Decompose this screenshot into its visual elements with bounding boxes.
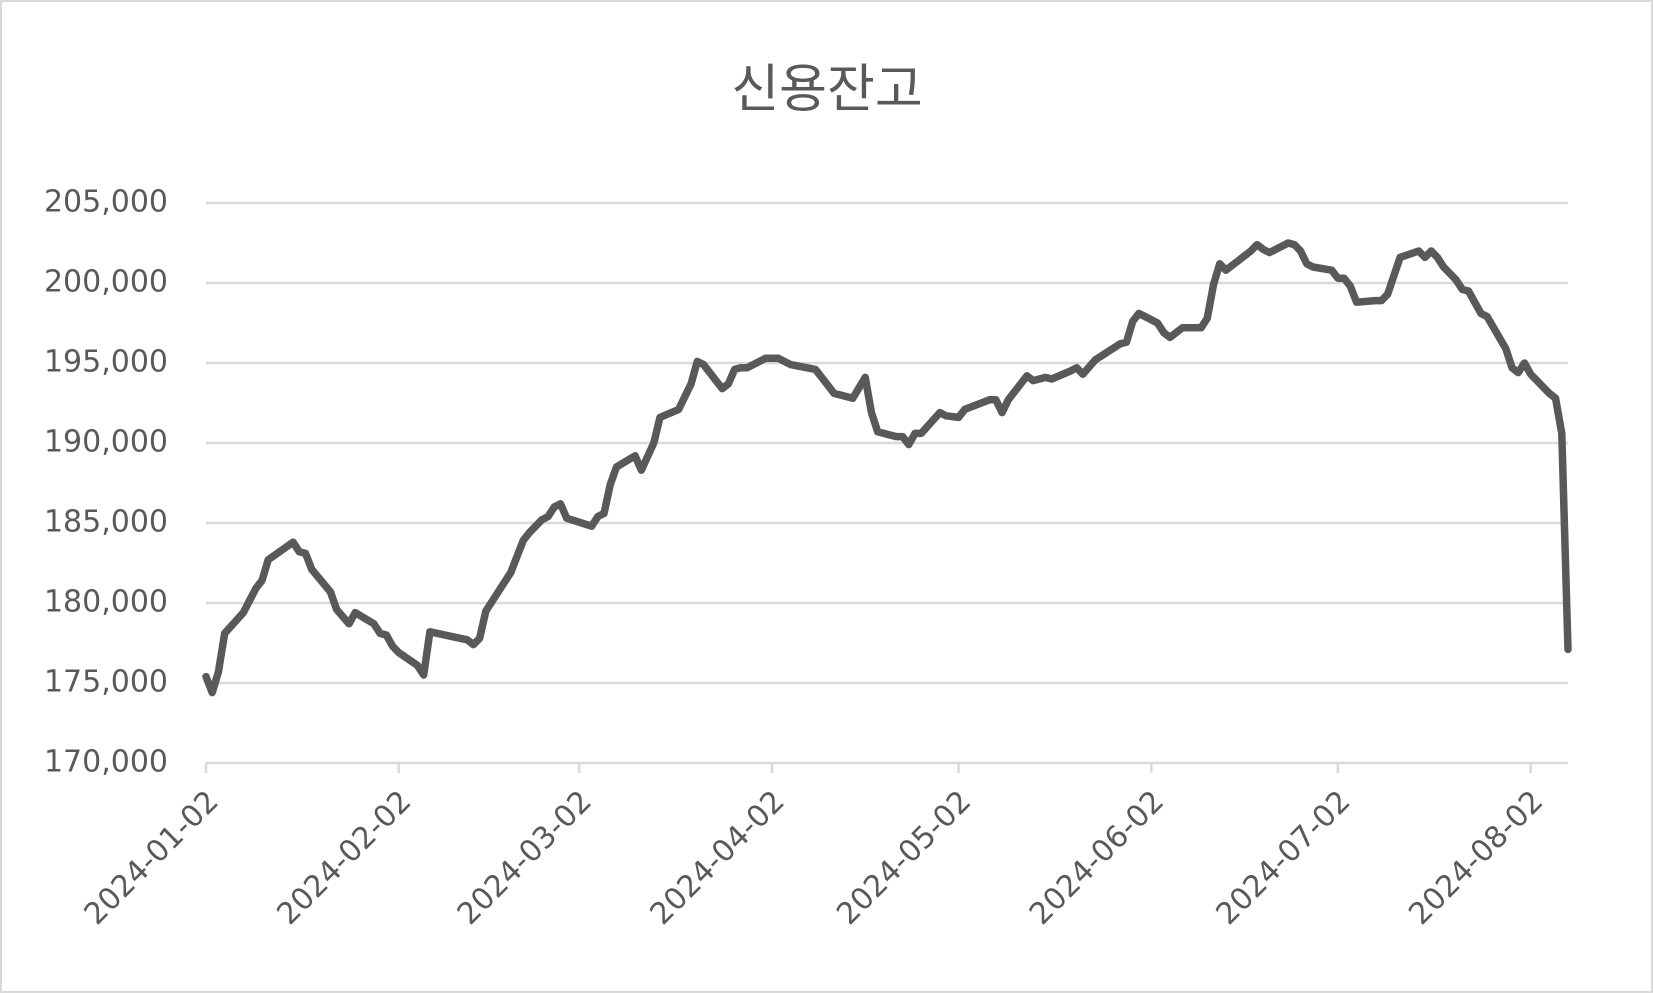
y-tick-label: 185,000	[44, 505, 168, 540]
y-tick-label: 170,000	[44, 745, 168, 780]
y-tick-label: 180,000	[44, 585, 168, 620]
y-tick-label: 190,000	[44, 425, 168, 460]
y-tick-label: 175,000	[44, 665, 168, 700]
chart-title: 신용잔고	[731, 60, 922, 120]
y-tick-label: 205,000	[44, 185, 168, 220]
y-tick-label: 195,000	[44, 345, 168, 380]
y-tick-label: 200,000	[44, 265, 168, 300]
data-line	[202, 239, 1572, 697]
